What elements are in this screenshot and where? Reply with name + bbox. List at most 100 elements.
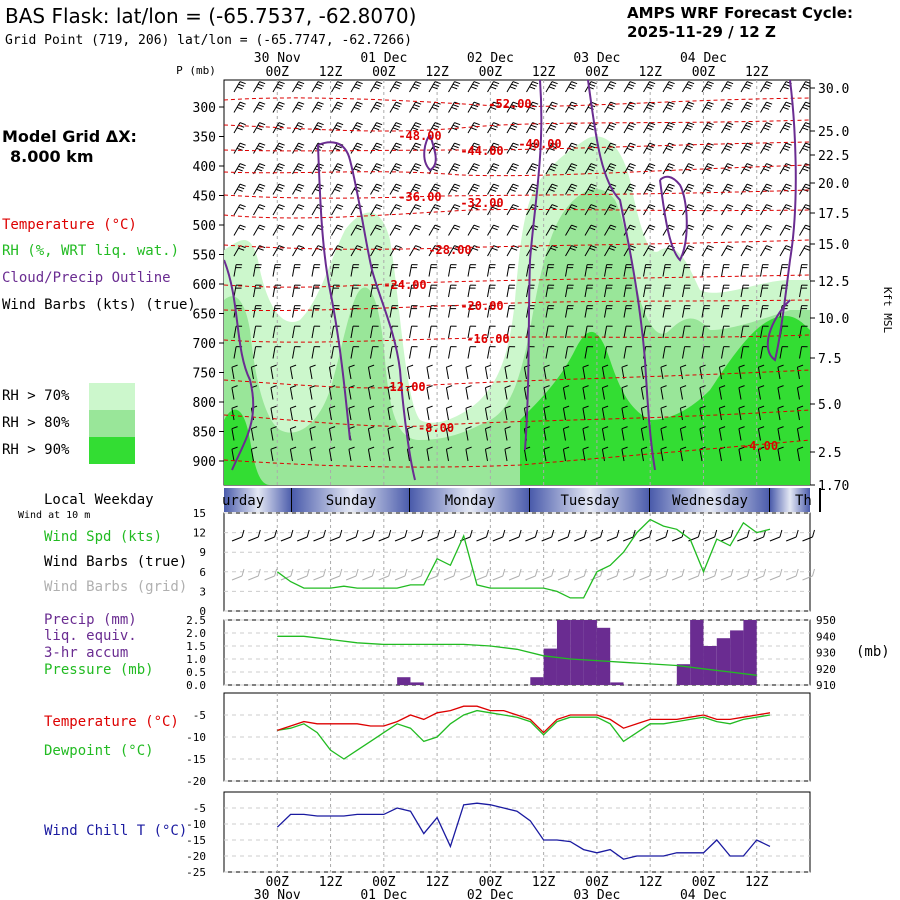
wind-barb — [487, 285, 491, 298]
wind-barb-flag — [550, 165, 557, 169]
wind-barb-flag — [746, 224, 753, 228]
wind-barb — [250, 449, 254, 462]
surface-wind-barb-true — [427, 536, 438, 542]
precip-bar — [596, 627, 611, 685]
wind-barb-flag — [355, 83, 362, 87]
wind-barb-flag — [296, 124, 303, 128]
wind-barb-flag — [607, 147, 614, 151]
wind-barb-flag — [275, 188, 282, 192]
wind-barb — [682, 305, 686, 318]
wind-barb — [311, 204, 319, 216]
wind-barb-flag — [334, 127, 341, 131]
wind-barb — [721, 285, 725, 298]
pressure-axis-label: P (mb) — [176, 64, 216, 77]
wind-barb-flag — [490, 86, 497, 90]
wind-barb-flag — [707, 81, 714, 85]
wind-barb-flag — [569, 104, 576, 108]
precip-bar — [397, 677, 411, 685]
wind-barb-flag — [621, 446, 628, 450]
wind-barb-flag — [335, 124, 342, 128]
wind-barb-flag — [270, 385, 277, 389]
wind-barb-flag — [647, 124, 654, 128]
wind-barb-flag — [803, 186, 810, 190]
wind-barb-flag — [298, 245, 305, 249]
wind-barb — [601, 428, 605, 441]
wind-barb-flag — [334, 86, 341, 90]
wind-barb-flag — [680, 364, 687, 368]
surface-wind-barb-grid-flag — [583, 568, 587, 577]
model-grid-label: Model Grid ΔX: — [2, 127, 137, 146]
precip-bar — [676, 664, 691, 685]
wind-barb-flag — [688, 183, 695, 187]
wind-barb-flag — [782, 106, 789, 110]
wind-barb — [701, 264, 705, 277]
wind-barb-flag — [763, 147, 770, 151]
wind-barb-flag — [785, 224, 792, 228]
wind-barb — [465, 449, 469, 462]
wind-barb-flag — [610, 163, 617, 167]
wind-barb — [740, 224, 748, 236]
wind-barb-flag — [278, 163, 285, 167]
wind-barb — [387, 428, 391, 441]
wind-barb — [565, 285, 569, 298]
wind-barb — [467, 264, 471, 277]
wind-barb — [484, 449, 488, 462]
wind-barb-flag — [446, 405, 453, 409]
wind-barb — [272, 326, 276, 339]
wind-barb-flag — [608, 247, 615, 251]
wind-barb-flag — [394, 227, 401, 231]
wind-barb — [506, 264, 510, 277]
temperature-contour-label: -4.00 — [742, 439, 778, 453]
surface-wind-barb-true-flag — [779, 529, 783, 538]
wind-barb-flag — [472, 165, 479, 169]
wind-barb-flag — [295, 188, 302, 192]
wind-barb — [582, 367, 586, 380]
precip-sub2: 3-hr accum — [44, 645, 129, 661]
cloud-outline-7 — [659, 175, 688, 262]
wind-barb — [740, 305, 744, 318]
surface-wind-barb-true-flag — [763, 529, 767, 538]
wind-barb-flag — [473, 224, 480, 228]
temperature-contour-label: -32.00 — [460, 196, 503, 210]
wind-barb — [506, 326, 510, 339]
wind-barb-flag — [725, 186, 732, 190]
wind-chill-tick-label: -5 — [193, 802, 206, 815]
wind-barb-flag — [470, 168, 477, 172]
pressure-line — [277, 635, 757, 676]
wind-barb-flag — [530, 186, 537, 190]
precip-bar — [410, 682, 424, 685]
wind-barb — [699, 387, 703, 400]
wind-barb-flag — [231, 364, 238, 368]
wind-barb — [545, 326, 549, 339]
precip-tick-label: 1.0 — [186, 653, 206, 666]
surface-wind-barb-true-flag — [583, 529, 587, 538]
wind-barb-flag — [472, 104, 479, 108]
wind-barb-flag — [628, 227, 635, 231]
wind-barb-flag — [259, 224, 266, 228]
pressure-tick-label: 300 — [193, 101, 216, 116]
wind-barb-flag — [590, 245, 597, 249]
wind-barb — [662, 285, 666, 298]
wind-barb-flag — [504, 405, 511, 409]
wind-barb-flag — [348, 385, 355, 389]
wind-barb — [253, 305, 257, 318]
surface-wind-barb-true — [476, 536, 487, 542]
wind-barb-flag — [699, 446, 706, 450]
wind-barb — [328, 387, 332, 400]
wind-barb-flag — [725, 104, 732, 108]
wind-barb-flag — [797, 364, 804, 368]
wind-barb — [445, 367, 449, 380]
wind-barb-flag — [392, 86, 399, 90]
wind-barb-flag — [680, 405, 687, 409]
wind-barb — [543, 387, 547, 400]
height-tick-label: 15.0 — [818, 238, 849, 253]
temperature-contour-label: -48.00 — [398, 129, 441, 143]
wind-barb-flag — [590, 204, 597, 208]
surface-wind-barb-grid — [231, 575, 243, 581]
cloud-outline-2 — [317, 141, 416, 481]
wind-barb-flag — [509, 168, 516, 172]
surface-wind-barb-true — [525, 536, 536, 542]
wind-barb-flag — [374, 83, 381, 87]
wind-barb-flag — [295, 106, 302, 110]
precip-bar — [570, 620, 584, 685]
